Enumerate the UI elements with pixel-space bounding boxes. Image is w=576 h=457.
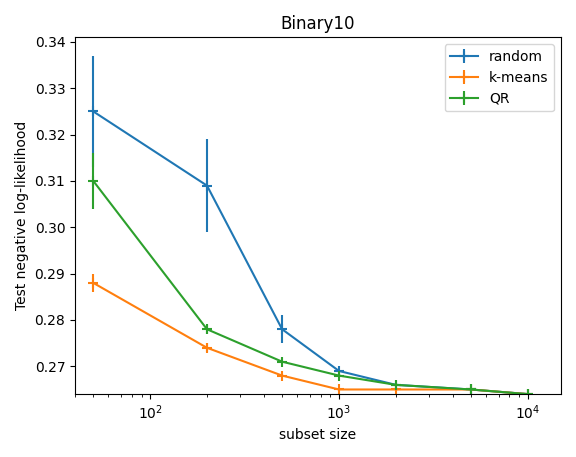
Title: Binary10: Binary10 bbox=[281, 15, 355, 33]
X-axis label: subset size: subset size bbox=[279, 428, 357, 442]
Legend: random, k-means, QR: random, k-means, QR bbox=[445, 44, 554, 111]
Y-axis label: Test negative log-likelihood: Test negative log-likelihood bbox=[15, 121, 29, 310]
